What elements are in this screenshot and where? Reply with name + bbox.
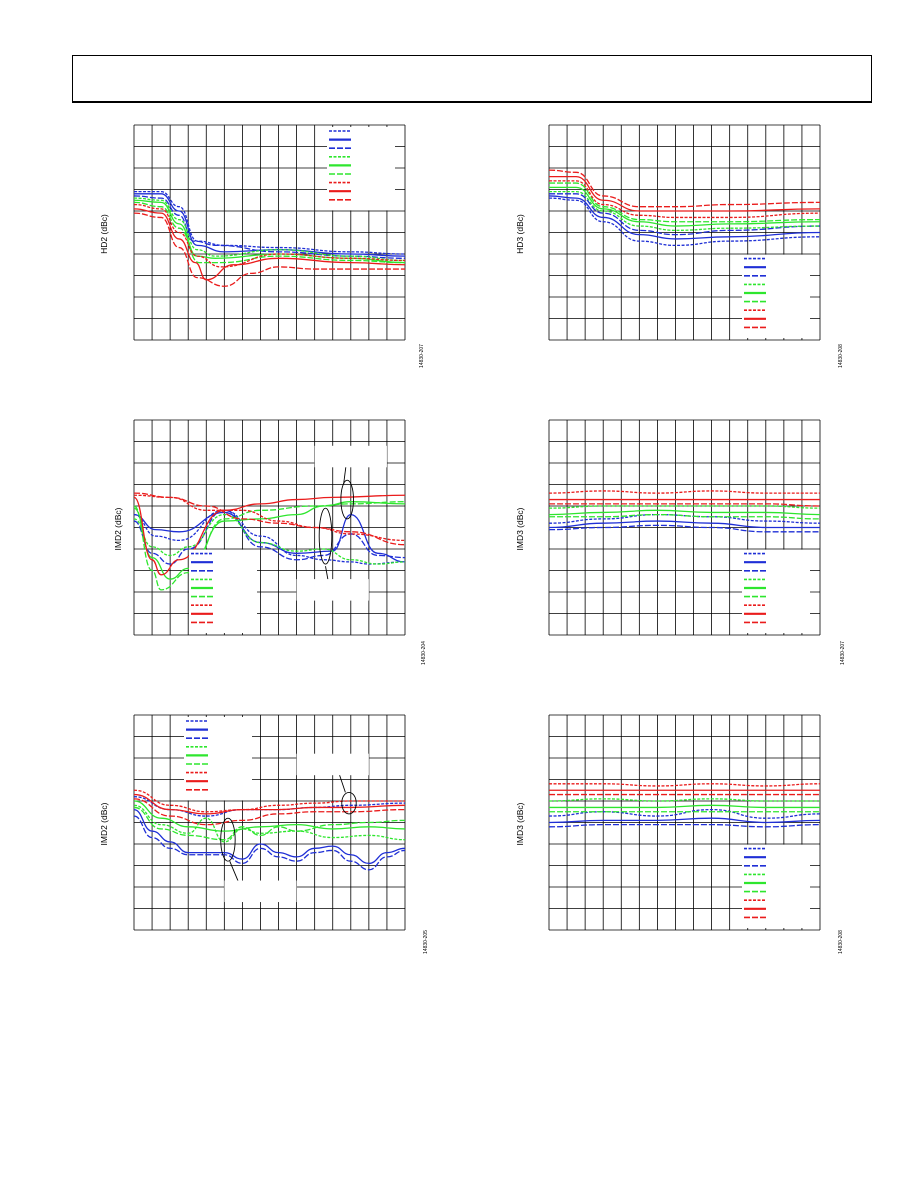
series-line-red-6 (549, 783, 821, 787)
legend-box (327, 127, 395, 211)
imd3-bottom-plot (548, 714, 821, 931)
imd2a-series (133, 492, 406, 591)
series-line-red-6 (133, 494, 406, 542)
callout-ellipse (318, 507, 333, 565)
callout-leader (229, 861, 240, 883)
hd2-plot (133, 124, 406, 341)
legend-box (189, 549, 257, 633)
series-line-blue-0 (548, 197, 821, 247)
series-line-red-6 (548, 490, 820, 494)
series-line-green-4 (548, 509, 821, 516)
series-line-green-3 (548, 505, 821, 509)
series-line-red-7 (549, 175, 821, 212)
series-line-red-7 (133, 494, 406, 576)
hd2-legend (327, 127, 395, 211)
series-line-red-6 (549, 180, 821, 219)
callout-label-box (296, 753, 369, 776)
series-line-green-3 (133, 197, 406, 262)
hd3-figure-code: 14830-208 (838, 344, 844, 368)
series-line-green-3 (133, 804, 406, 843)
hd3-legend (742, 254, 810, 338)
series-line-green-5 (548, 182, 821, 223)
imd3-top-y-axis-label: IMD3 (dBc) (515, 507, 525, 551)
series-line-blue-2 (549, 193, 821, 236)
callout-ellipse (220, 817, 236, 862)
series-line-green-5 (133, 501, 406, 591)
series-line-blue-0 (133, 509, 406, 565)
imd2-bottom-plot (133, 714, 406, 931)
callout-ellipse (340, 479, 354, 520)
series-line-blue-0 (548, 808, 821, 819)
hd3-chart: HD3 (dBc) 14830-208 (515, 120, 845, 380)
series-line-green-5 (133, 806, 406, 841)
hd3-plot (548, 124, 821, 341)
hd2-y-axis-label: HD2 (dBc) (99, 214, 109, 254)
legend-box (742, 844, 810, 928)
imd3-chart-bottom: IMD3 (dBc) 14830-208 (515, 710, 845, 970)
imd3a-series (548, 490, 821, 533)
series-line-green-5 (133, 201, 406, 264)
imd3a-legend (742, 549, 810, 633)
series-line-red-6 (133, 203, 406, 268)
imd3-bottom-figure-code: 14830-208 (838, 930, 844, 954)
page-header (72, 55, 872, 103)
series-line-blue-1 (133, 808, 406, 865)
imd2-top-y-axis-label: IMD2 (dBc) (113, 507, 123, 551)
series-line-green-3 (133, 513, 406, 565)
series-line-red-8 (549, 503, 821, 507)
imd2b-legend (184, 717, 252, 801)
imd3-chart-top: IMD3 (dBc) 14830-207 (515, 415, 846, 675)
imd2-bottom-figure-code: 14830-205 (423, 930, 429, 954)
series-line-green-5 (548, 513, 821, 520)
legend-box (184, 717, 252, 801)
series-line-blue-2 (548, 824, 821, 828)
hd2-series (133, 191, 406, 287)
series-line-green-4 (133, 800, 406, 832)
imd3-top-figure-code: 14830-207 (840, 641, 846, 665)
series-line-blue-1 (133, 511, 406, 563)
series-line-red-8 (133, 492, 406, 546)
callout-label-box (224, 880, 297, 903)
imd2b-series (133, 789, 406, 871)
hd2-chart: HD2 (dBc) 14830-207 (99, 120, 430, 380)
imd3-top-plot (548, 419, 821, 636)
series-line-red-8 (133, 212, 405, 287)
hd2-figure-code: 14830-207 (419, 344, 425, 368)
series-line-red-6 (133, 789, 406, 813)
callout-label-box (314, 445, 387, 468)
series-line-green-4 (133, 199, 406, 264)
series-line-blue-2 (548, 524, 820, 533)
series-line-blue-0 (548, 513, 821, 524)
imd3b-series (548, 783, 821, 828)
series-line-blue-0 (134, 191, 406, 255)
imd2-top-figure-code: 14830-204 (421, 641, 427, 665)
series-line-blue-1 (134, 193, 406, 257)
series-line-blue-1 (548, 195, 821, 240)
callout-ellipse (341, 791, 357, 815)
callout-label-box (296, 579, 369, 601)
series-line-green-4 (549, 804, 820, 809)
series-line-red-8 (133, 798, 406, 826)
series-line-blue-1 (548, 520, 820, 529)
series-line-green-3 (549, 191, 821, 232)
imd2-bottom-y-axis-label: IMD2 (dBc) (99, 802, 109, 846)
series-line-blue-2 (133, 509, 406, 565)
legend-box (742, 254, 810, 338)
imd2-chart-top: IMD2 (dBc) 14830-204 (100, 415, 430, 675)
hd3-series (548, 169, 821, 247)
imd3b-legend (742, 844, 810, 928)
hd3-y-axis-label: HD3 (dBc) (515, 214, 525, 254)
series-line-blue-2 (133, 815, 406, 871)
legend-box (742, 549, 810, 633)
imd2a-legend (189, 549, 257, 633)
series-line-red-8 (548, 169, 821, 208)
series-line-red-7 (133, 793, 406, 815)
series-line-green-3 (548, 798, 821, 802)
imd2-chart-bottom: IMD2 (dBc) 14830-205 (99, 710, 430, 970)
series-line-red-7 (133, 208, 406, 281)
imd3-bottom-y-axis-label: IMD3 (dBc) (515, 802, 525, 846)
imd2-top-plot (133, 419, 406, 636)
series-line-green-4 (549, 186, 821, 227)
series-line-blue-1 (548, 817, 821, 824)
